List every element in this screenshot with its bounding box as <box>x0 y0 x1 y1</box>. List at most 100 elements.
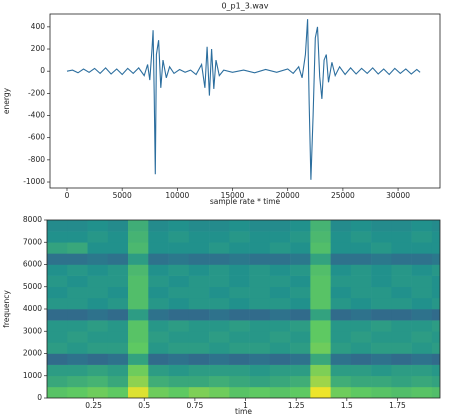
y-tick-label: 4000 <box>23 304 42 313</box>
spectrogram-cell <box>431 264 440 276</box>
spectrogram-cell <box>188 353 210 365</box>
chart-title: 0_p1_3.wav <box>221 2 268 11</box>
spectrogram-cell <box>411 375 433 388</box>
x-tick-label: 1 <box>243 401 248 410</box>
spectrogram-cell <box>67 375 88 388</box>
spectrogram-cell <box>269 220 291 232</box>
spectrogram-cell <box>411 220 433 232</box>
spectrogram-cell <box>67 331 88 343</box>
spectrogram-cell <box>249 297 271 310</box>
spectrogram-cell <box>148 353 169 365</box>
spectrogram-cell <box>188 253 210 265</box>
x-tick-label: 15000 <box>221 191 245 200</box>
spectrogram-cell <box>148 309 169 321</box>
axes-frame <box>49 13 441 189</box>
spectrogram-cell <box>431 309 440 321</box>
spectrogram-cell <box>168 375 190 388</box>
spectrogram-cell <box>371 220 392 232</box>
spectrogram-cell <box>188 297 210 310</box>
spectrogram-cell <box>47 242 68 254</box>
spectrogram-cell <box>290 331 311 343</box>
spectrogram-cell <box>47 275 68 288</box>
spectrogram-cell <box>87 320 109 332</box>
spectrogram-cell <box>148 242 169 254</box>
spectrogram-cell <box>411 253 433 265</box>
spectrogram-cell <box>290 220 311 232</box>
spectrogram-cell <box>269 364 291 377</box>
spectrogram-cell <box>269 386 291 398</box>
spectrogram-cell <box>310 264 331 276</box>
spectrogram-cell <box>350 297 372 310</box>
spectrogram-cell <box>411 364 433 377</box>
spectrogram-cell <box>330 320 352 332</box>
spectrogram-cell <box>411 386 433 398</box>
spectrogram-cell <box>229 297 250 310</box>
spectrogram-cell <box>188 375 210 388</box>
spectrogram-cell <box>229 386 250 398</box>
spectrogram-cell <box>87 253 109 265</box>
spectrogram-cell <box>330 242 352 254</box>
y-tick-label: 6000 <box>23 260 42 269</box>
spectrogram-cell <box>371 264 392 276</box>
spectrogram-cell <box>67 286 88 299</box>
spectrogram-cell <box>249 353 271 365</box>
spectrogram-cell <box>67 309 88 321</box>
spectrogram-cell <box>330 375 352 388</box>
spectrogram-cell <box>168 320 190 332</box>
spectrogram-cell <box>229 353 250 365</box>
spectrogram-cell <box>249 364 271 377</box>
spectrogram-cell <box>87 297 109 310</box>
spectrogram-cell <box>350 331 372 343</box>
spectrogram-cell <box>431 386 440 398</box>
spectrogram-cell <box>209 242 230 254</box>
spectrogram-cell <box>310 231 331 243</box>
spectrogram-cell <box>87 331 109 343</box>
spectrogram-cell <box>229 264 250 276</box>
spectrogram-cell <box>229 375 250 388</box>
spectrogram-cell <box>87 286 109 299</box>
spectrogram-cell <box>209 309 230 321</box>
spectrogram-cell <box>411 242 433 254</box>
spectrogram-cell <box>209 231 230 243</box>
spectrogram-cell <box>431 220 440 232</box>
spectrogram-cell <box>249 375 271 388</box>
spectrogram-cell <box>128 386 149 398</box>
spectrogram-cell <box>47 297 68 310</box>
spectrogram-cell <box>47 309 68 321</box>
spectrogram-cell <box>107 386 129 398</box>
spectrogram-cell <box>87 220 109 232</box>
spectrogram-cell <box>290 264 311 276</box>
spectrogram-cell <box>47 386 68 398</box>
spectrogram-cell <box>107 264 129 276</box>
spectrogram-cell <box>148 297 169 310</box>
spectrogram-cell <box>148 286 169 299</box>
spectrogram-cell <box>67 231 88 243</box>
spectrogram-cell <box>391 309 412 321</box>
spectrogram-cell <box>371 342 392 354</box>
spectrogram-cell <box>107 375 129 388</box>
spectrogram-cell <box>371 320 392 332</box>
spectrogram-cell <box>391 320 412 332</box>
spectrogram-cell <box>148 220 169 232</box>
spectrogram-cell <box>168 297 190 310</box>
spectrogram-cell <box>168 364 190 377</box>
spectrogram-cell <box>310 275 331 288</box>
spectrogram-cell <box>107 220 129 232</box>
spectrogram-cell <box>209 220 230 232</box>
spectrogram-cell <box>371 253 392 265</box>
spectrogram-cell <box>330 286 352 299</box>
x-tick-label: 1.75 <box>389 401 406 410</box>
spectrogram-cell <box>431 275 440 288</box>
spectrogram-cell <box>330 364 352 377</box>
spectrogram-cell <box>128 375 149 388</box>
spectrogram-cell <box>310 253 331 265</box>
spectrogram-cell <box>168 386 190 398</box>
spectrogram-cell <box>249 342 271 354</box>
spectrogram-cell <box>128 286 149 299</box>
spectrogram-cell <box>330 231 352 243</box>
spectrogram-cell <box>371 331 392 343</box>
spectrogram-cell <box>148 253 169 265</box>
spectrogram-cell <box>371 231 392 243</box>
spectrogram-cell <box>47 231 68 243</box>
y-tick-label: 5000 <box>23 282 42 291</box>
